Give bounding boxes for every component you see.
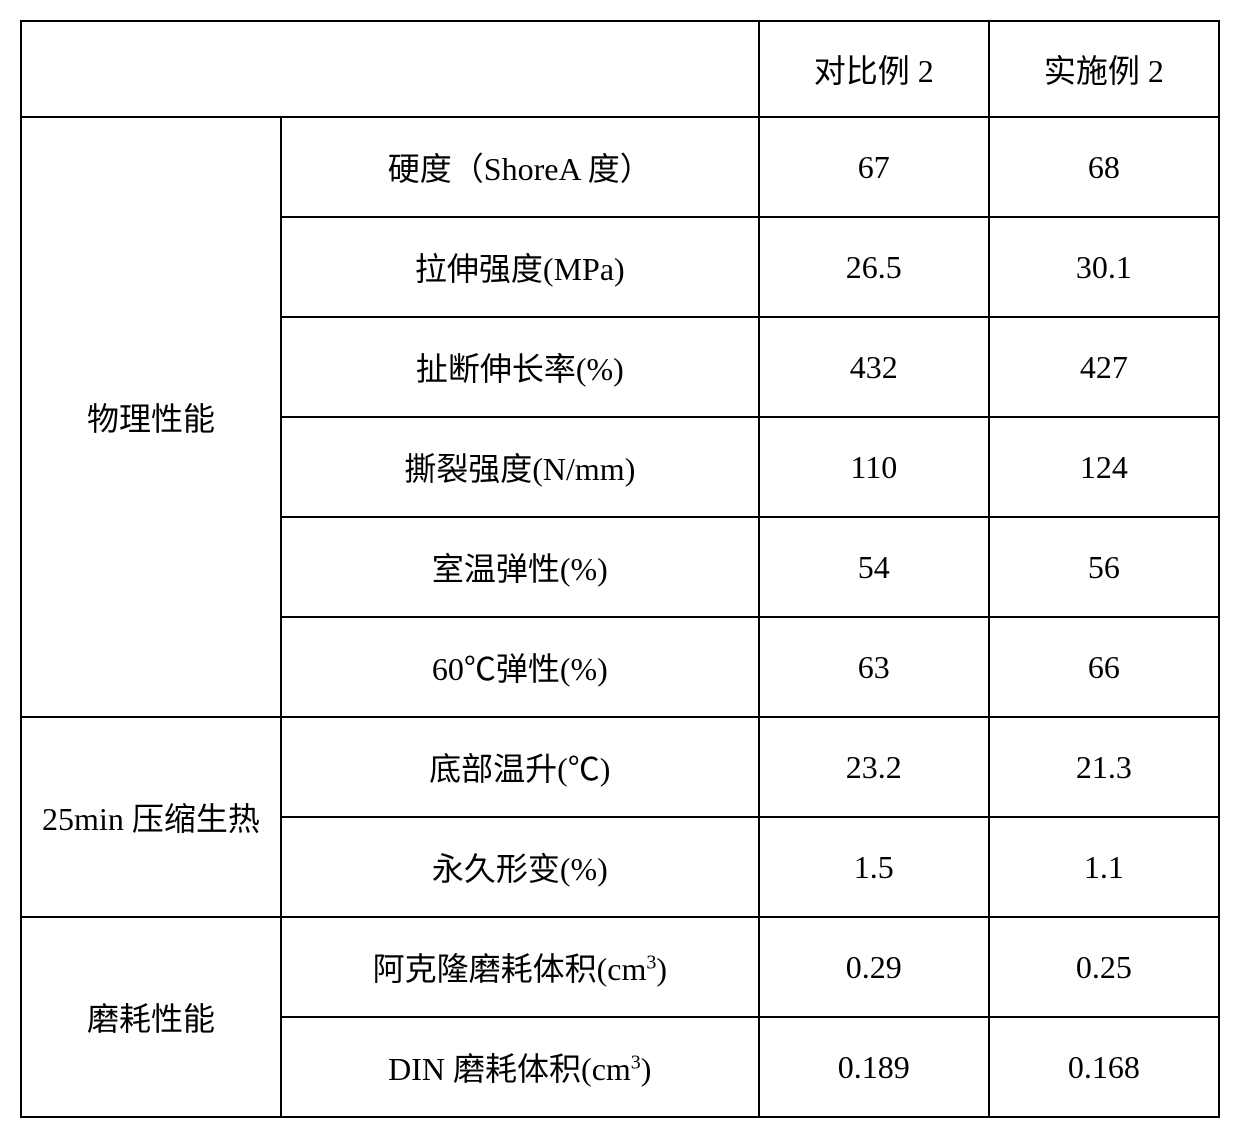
value-cell: 63: [759, 617, 989, 717]
category-cell-physical: 物理性能: [21, 117, 281, 717]
value-cell: 56: [989, 517, 1219, 617]
value-cell: 26.5: [759, 217, 989, 317]
value-cell: 1.5: [759, 817, 989, 917]
column-header-example: 实施例 2: [989, 21, 1219, 117]
value-cell: 66: [989, 617, 1219, 717]
value-cell: 432: [759, 317, 989, 417]
value-cell: 110: [759, 417, 989, 517]
properties-table: 对比例 2 实施例 2 物理性能 硬度（ShoreA 度） 67 68 拉伸强度…: [20, 20, 1220, 1118]
category-cell-compression: 25min 压缩生热: [21, 717, 281, 917]
value-cell: 21.3: [989, 717, 1219, 817]
category-cell-wear: 磨耗性能: [21, 917, 281, 1117]
metric-cell: 室温弹性(%): [281, 517, 759, 617]
table-row: 25min 压缩生热 底部温升(℃) 23.2 21.3: [21, 717, 1219, 817]
metric-cell: 硬度（ShoreA 度）: [281, 117, 759, 217]
value-cell: 1.1: [989, 817, 1219, 917]
value-cell: 427: [989, 317, 1219, 417]
metric-cell: 永久形变(%): [281, 817, 759, 917]
value-cell: 68: [989, 117, 1219, 217]
value-cell: 0.25: [989, 917, 1219, 1017]
value-cell: 67: [759, 117, 989, 217]
header-blank-cell: [21, 21, 759, 117]
column-header-comparative: 对比例 2: [759, 21, 989, 117]
table-row: 物理性能 硬度（ShoreA 度） 67 68: [21, 117, 1219, 217]
value-cell: 0.29: [759, 917, 989, 1017]
value-cell: 0.168: [989, 1017, 1219, 1117]
metric-cell: 拉伸强度(MPa): [281, 217, 759, 317]
value-cell: 0.189: [759, 1017, 989, 1117]
value-cell: 124: [989, 417, 1219, 517]
header-row: 对比例 2 实施例 2: [21, 21, 1219, 117]
metric-cell: DIN 磨耗体积(cm3): [281, 1017, 759, 1117]
metric-cell: 阿克隆磨耗体积(cm3): [281, 917, 759, 1017]
metric-cell: 底部温升(℃): [281, 717, 759, 817]
metric-cell: 扯断伸长率(%): [281, 317, 759, 417]
value-cell: 23.2: [759, 717, 989, 817]
value-cell: 54: [759, 517, 989, 617]
value-cell: 30.1: [989, 217, 1219, 317]
table-row: 磨耗性能 阿克隆磨耗体积(cm3) 0.29 0.25: [21, 917, 1219, 1017]
metric-cell: 撕裂强度(N/mm): [281, 417, 759, 517]
metric-cell: 60℃弹性(%): [281, 617, 759, 717]
